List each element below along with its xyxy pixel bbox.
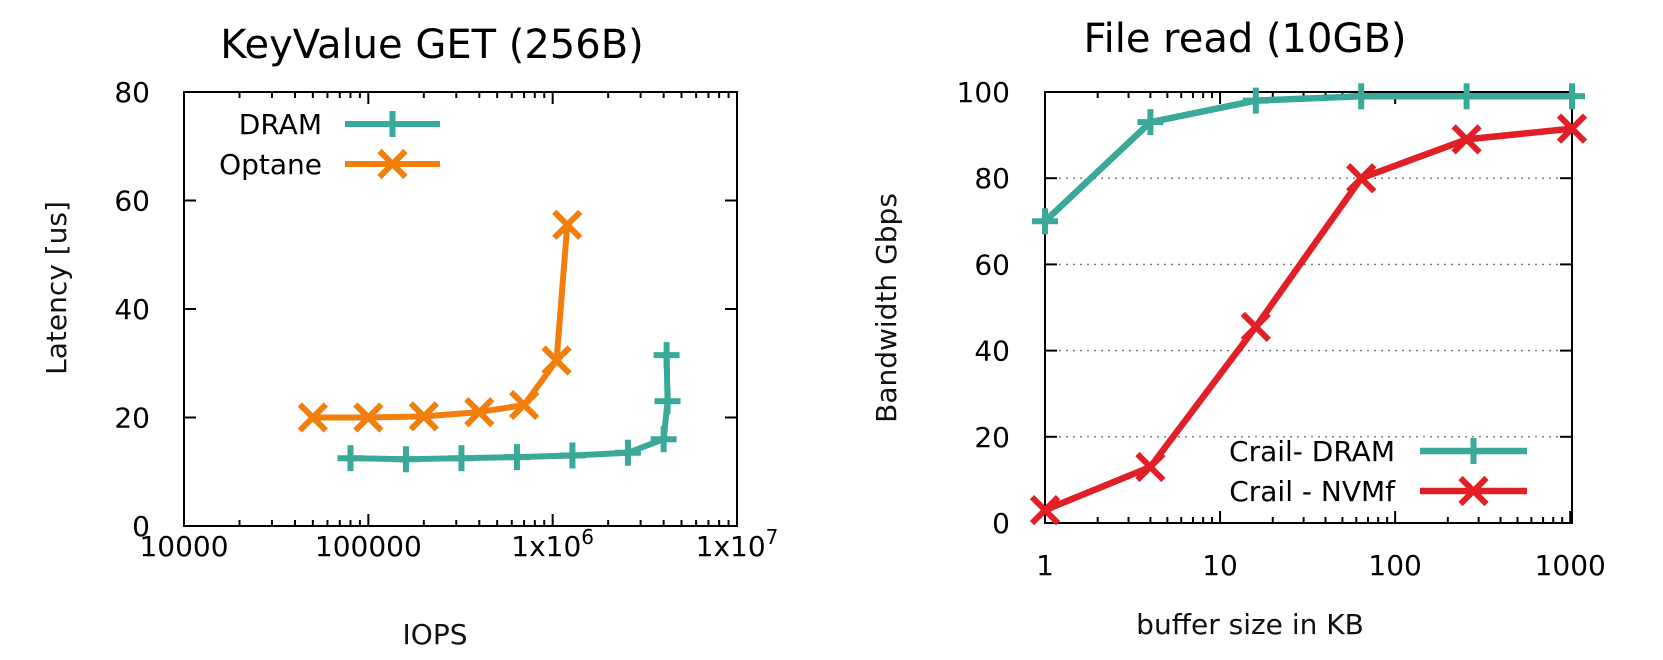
y-tick-label: 60 <box>974 248 1010 281</box>
x-axis-label: buffer size in KB <box>1136 608 1364 641</box>
latency-chart: KeyValue GET (256B) IOPS Latency [us] 0 2… <box>40 22 778 651</box>
data-point-dram <box>653 342 680 369</box>
series-line-crail-nvmf <box>1041 125 1576 514</box>
data-point-crail-dram <box>1242 87 1269 114</box>
bandwidth-chart: File read (10GB) buffer size in KB Bandw… <box>870 16 1606 641</box>
data-point-optane <box>353 402 384 433</box>
x-tick-label: 1x106 <box>511 525 594 563</box>
x-axis-label: IOPS <box>403 618 468 651</box>
data-point-crail-nvmf <box>1135 451 1166 483</box>
x-tick-label: 10000 <box>139 530 228 563</box>
data-point-dram <box>337 445 364 472</box>
y-tick-label: 80 <box>974 162 1010 195</box>
data-point-optane <box>408 401 439 432</box>
series-crail-dram <box>1032 83 1585 235</box>
x-tick-label: 100 <box>1368 549 1421 582</box>
series-line-crail-dram <box>1041 93 1576 225</box>
legend-marker <box>379 111 406 137</box>
y-tick-label: 20 <box>114 402 150 435</box>
x-tick-label: 100000 <box>315 530 422 563</box>
x-tick-label: 10 <box>1202 549 1238 582</box>
data-point-crail-nvmf <box>1556 113 1588 144</box>
x-tick-exponent: 6 <box>581 525 594 549</box>
legend-marker <box>1460 438 1487 464</box>
y-tick-label: 0 <box>132 510 150 543</box>
y-tick-label: 40 <box>974 335 1010 368</box>
x-tick-label: 1000 <box>1535 549 1606 582</box>
legend-label: Crail- DRAM <box>1229 435 1395 468</box>
legend-entry-dram: DRAM <box>239 108 440 141</box>
y-tick-label: 40 <box>114 293 150 326</box>
series-dram <box>337 342 681 473</box>
legend-label: Optane <box>219 148 322 181</box>
data-point-dram <box>654 388 681 415</box>
legend-label: DRAM <box>239 108 322 141</box>
data-point-crail-dram <box>1559 83 1585 110</box>
legend-entry-crail-nvmf: Crail - NVMf <box>1229 475 1527 508</box>
data-point-crail-nvmf <box>1029 494 1061 526</box>
series-optane <box>297 209 583 433</box>
x-tick-exponent: 7 <box>766 525 779 549</box>
y-tick-label: 20 <box>974 421 1010 454</box>
data-point-dram <box>650 426 677 453</box>
y-tick-label: 0 <box>992 507 1010 540</box>
data-point-dram <box>559 442 586 469</box>
data-point-optane <box>464 396 495 428</box>
series-crail-nvmf <box>1029 113 1588 526</box>
data-point-crail-nvmf <box>1346 163 1377 194</box>
y-axis-label: Bandwidth Gbps <box>870 193 903 423</box>
data-point-crail-dram <box>1348 83 1375 110</box>
legend-marker <box>1458 475 1489 507</box>
legend-entry-optane: Optane <box>219 148 440 181</box>
data-point-optane <box>297 402 328 433</box>
data-point-optane <box>508 389 540 421</box>
chart-title: File read (10GB) <box>1084 16 1407 62</box>
data-point-optane <box>541 345 572 376</box>
y-axis-label: Latency [us] <box>40 201 73 375</box>
legend-label: Crail - NVMf <box>1229 475 1396 508</box>
x-tick-label: 1x107 <box>696 525 779 563</box>
chart-title: KeyValue GET (256B) <box>220 22 644 68</box>
y-tick-label: 80 <box>114 76 150 109</box>
data-point-crail-nvmf <box>1240 311 1271 343</box>
y-tick-label: 100 <box>957 76 1010 109</box>
y-tick-label: 60 <box>114 185 150 218</box>
legend-marker <box>377 148 408 180</box>
data-point-crail-nvmf <box>1451 124 1482 155</box>
x-tick-label: 1 <box>1036 549 1054 582</box>
plot-frame <box>1044 91 1573 524</box>
legend-entry-crail-dram: Crail- DRAM <box>1229 435 1527 468</box>
data-point-dram <box>503 444 530 471</box>
data-point-optane <box>552 209 583 241</box>
data-point-crail-dram <box>1453 83 1480 110</box>
data-point-crail-dram <box>1137 109 1164 136</box>
data-point-dram <box>392 446 419 473</box>
data-point-dram <box>614 439 641 466</box>
data-point-dram <box>448 445 475 472</box>
data-point-crail-dram <box>1032 208 1058 235</box>
